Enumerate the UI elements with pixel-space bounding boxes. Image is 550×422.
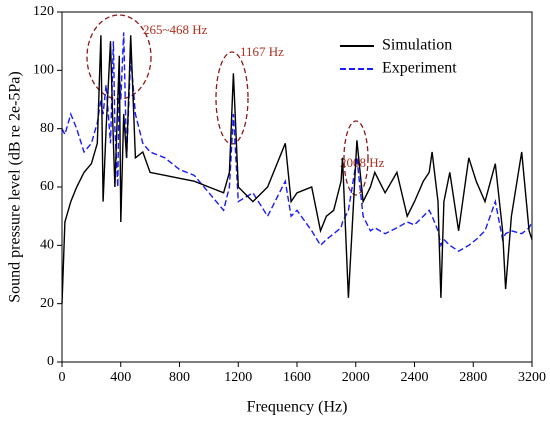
highlight-ellipse (343, 120, 369, 196)
x-tick-label: 2800 (459, 370, 487, 385)
annotation: 265~468 Hz (143, 22, 208, 37)
x-tick-label: 1600 (283, 370, 311, 385)
y-tick-label: 40 (40, 238, 54, 253)
y-tick-label: 100 (33, 63, 54, 78)
y-axis-label: Sound pressure level (dB re 2e-5Pa) (7, 71, 24, 303)
plot-frame (61, 11, 533, 363)
highlight-ellipse (215, 51, 249, 145)
series-line (61, 35, 533, 304)
x-tick-label: 2000 (342, 370, 370, 385)
legend-label: Simulation (382, 37, 452, 54)
y-tick-label: 20 (40, 296, 54, 311)
x-tick-label: 400 (110, 370, 131, 385)
annotation: 2008 Hz (340, 155, 385, 170)
x-axis-label: Frequency (Hz) (247, 399, 348, 416)
annotation: 1167 Hz (240, 44, 284, 59)
y-tick-label: 0 (47, 354, 54, 369)
y-tick-label: 80 (40, 121, 54, 136)
x-tick-label: 2400 (401, 370, 429, 385)
y-tick-label: 60 (40, 179, 54, 194)
legend-label: Experiment (382, 60, 457, 77)
x-tick-label: 800 (169, 370, 190, 385)
series-line (61, 32, 533, 253)
x-tick-label: 3200 (518, 370, 546, 385)
y-tick-label: 120 (33, 4, 54, 19)
x-tick-label: 0 (59, 370, 66, 385)
x-tick-label: 1200 (224, 370, 252, 385)
